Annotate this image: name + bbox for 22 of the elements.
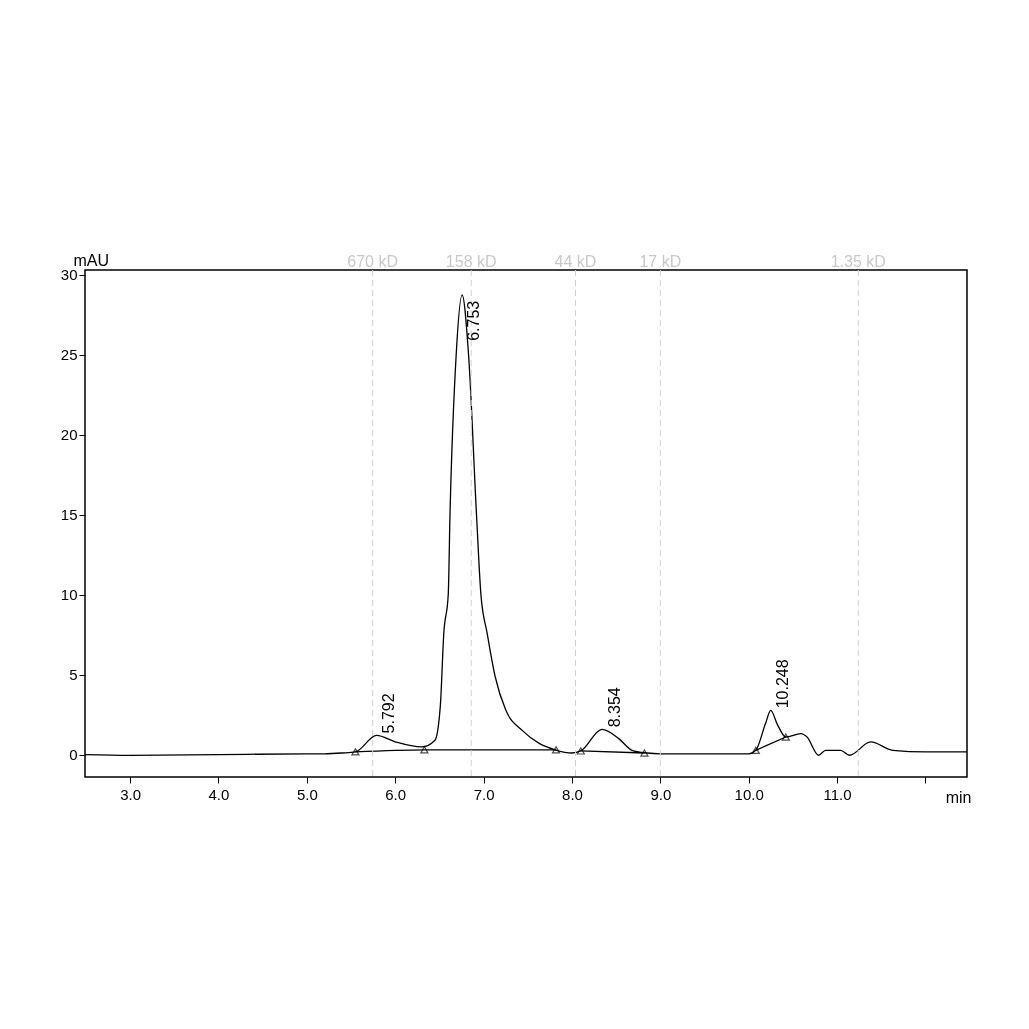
x-tick-label: 11.0 xyxy=(823,785,852,803)
y-axis-title: mAU xyxy=(73,251,110,269)
x-tick-label: 4.0 xyxy=(208,785,230,803)
x-tick-label: 9.0 xyxy=(650,785,672,803)
annotation: 5.792 xyxy=(379,693,397,734)
x-tick-label: 3.0 xyxy=(120,785,141,803)
annotation: 6.753 xyxy=(464,300,482,341)
y-tick-label: 5 xyxy=(69,666,78,684)
y-tick-label: 25 xyxy=(60,346,78,364)
x-tick-label: 8.0 xyxy=(562,785,583,803)
x-axis-title: min xyxy=(945,788,972,806)
x-tick-label: 10.0 xyxy=(734,785,764,803)
x-tick-label: 7.0 xyxy=(473,785,495,803)
y-tick-label: 30 xyxy=(60,266,78,284)
y-tick-label: 15 xyxy=(60,506,78,524)
x-tick-label: 6.0 xyxy=(385,785,407,803)
y-tick-label: 10 xyxy=(60,586,78,604)
x-tick-label: 5.0 xyxy=(296,785,318,803)
annotation: 10.248 xyxy=(773,659,791,709)
y-tick-label: 20 xyxy=(60,426,78,444)
annotation: 8.354 xyxy=(606,687,624,728)
y-tick-label: 0 xyxy=(69,746,78,764)
